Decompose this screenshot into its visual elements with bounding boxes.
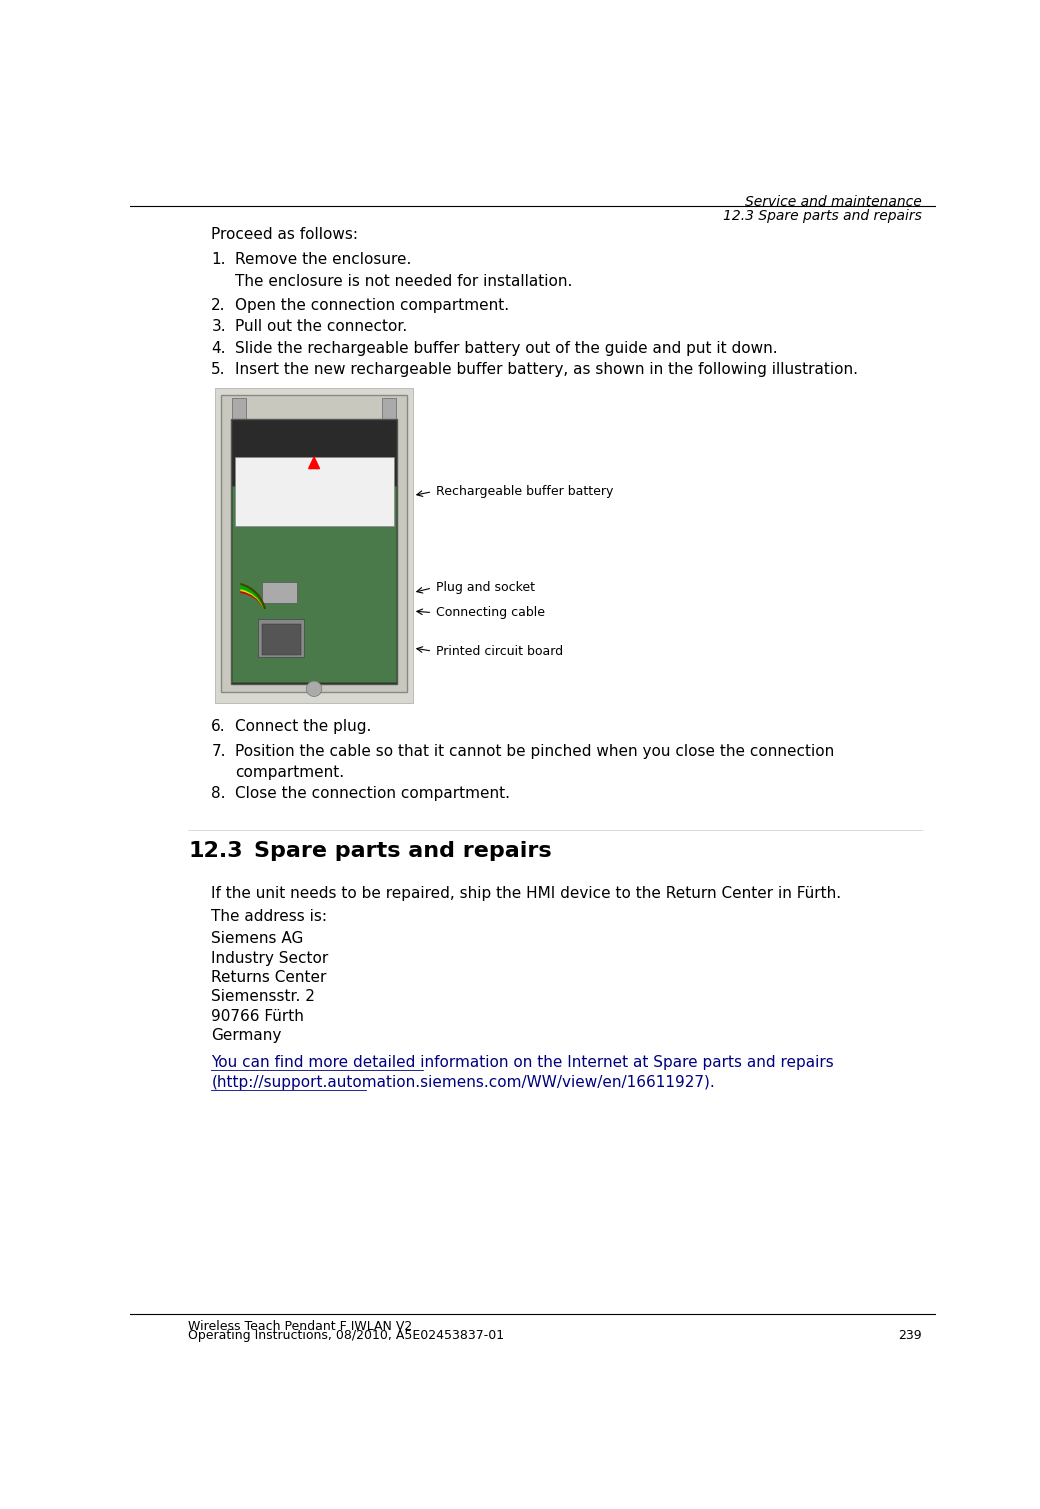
Bar [258,619,305,658]
Text: Pull out the connector.: Pull out the connector. [235,320,407,333]
Bar [215,388,413,703]
Text: Industry Sector: Industry Sector [211,951,329,966]
Text: Spare parts and repairs: Spare parts and repairs [254,842,551,862]
Text: Connecting cable: Connecting cable [436,607,545,619]
Text: 239: 239 [899,1329,922,1342]
Text: 12.3 Spare parts and repairs: 12.3 Spare parts and repairs [723,208,922,223]
Bar [262,582,296,604]
Text: Connect the plug.: Connect the plug. [235,718,371,733]
Text: Siemensstr. 2: Siemensstr. 2 [211,990,315,1005]
Text: Position the cable so that it cannot be pinched when you close the connection: Position the cable so that it cannot be … [235,744,834,759]
Text: Plug and socket: Plug and socket [436,581,536,595]
Text: 3.: 3. [211,320,226,333]
Text: 90766 Fürth: 90766 Fürth [211,1010,305,1023]
Bar [222,395,407,693]
Text: 4.: 4. [211,341,226,356]
Text: Printed circuit board: Printed circuit board [436,644,564,658]
Polygon shape [309,457,319,469]
Text: Operating Instructions, 08/2010, A5E02453837-01: Operating Instructions, 08/2010, A5E0245… [188,1329,504,1342]
Text: Remove the enclosure.: Remove the enclosure. [235,252,411,267]
Text: Slide the rechargeable buffer battery out of the guide and put it down.: Slide the rechargeable buffer battery ou… [235,341,777,356]
Text: The address is:: The address is: [211,908,328,924]
Text: compartment.: compartment. [235,765,344,780]
Text: (http://support.automation.siemens.com/WW/view/en/16611927).: (http://support.automation.siemens.com/W… [211,1074,716,1089]
Text: If the unit needs to be repaired, ship the HMI device to the Return Center in Fü: If the unit needs to be repaired, ship t… [211,886,841,901]
Text: 5.: 5. [211,362,226,377]
Text: Siemens AG: Siemens AG [211,931,304,946]
Bar [382,398,396,423]
Text: 2.: 2. [211,297,226,312]
Text: Close the connection compartment.: Close the connection compartment. [235,786,510,801]
Text: Germany: Germany [211,1028,282,1043]
Bar [235,457,393,527]
Text: 8.: 8. [211,786,226,801]
Text: 6.: 6. [211,718,226,733]
Text: The enclosure is not needed for installation.: The enclosure is not needed for installa… [235,275,572,288]
Text: 7.: 7. [211,744,226,759]
Text: Wireless Teach Pendant F IWLAN V2: Wireless Teach Pendant F IWLAN V2 [188,1320,413,1332]
Bar [232,398,246,423]
Bar [262,625,301,655]
Text: Insert the new rechargeable buffer battery, as shown in the following illustrati: Insert the new rechargeable buffer batte… [235,362,858,377]
Text: Open the connection compartment.: Open the connection compartment. [235,297,509,312]
Bar [232,486,396,682]
Text: Proceed as follows:: Proceed as follows: [211,226,359,241]
Text: You can find more detailed information on the Internet at Spare parts and repair: You can find more detailed information o… [211,1055,834,1070]
Text: Service and maintenance: Service and maintenance [746,195,922,208]
Text: Rechargeable buffer battery: Rechargeable buffer battery [436,486,614,498]
Circle shape [307,681,321,697]
Text: Returns Center: Returns Center [211,970,327,985]
Bar [231,418,397,684]
Text: 1.: 1. [211,252,226,267]
Text: 12.3: 12.3 [188,842,242,862]
